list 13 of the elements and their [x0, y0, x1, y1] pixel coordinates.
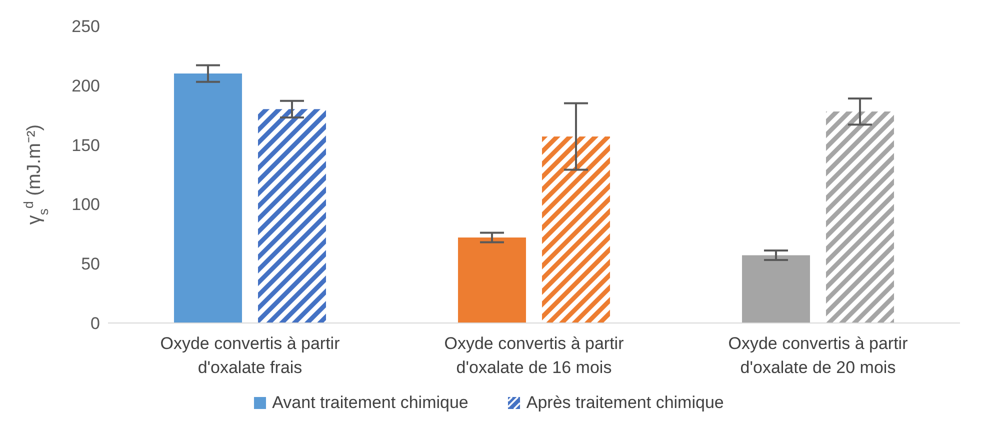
- y-tick-label: 250: [72, 17, 100, 36]
- x-tick-label: Oxyde convertis à partir d'oxalate de 20 mois: [728, 334, 908, 377]
- legend-label: Avant traitement chimique: [272, 393, 468, 413]
- y-tick-label: 50: [81, 254, 100, 274]
- y-tick-label: 150: [72, 136, 100, 155]
- bar: [174, 74, 242, 323]
- bar: [258, 109, 326, 323]
- y-tick-label: 0: [90, 314, 100, 334]
- x-tick-label: Oxyde convertis à partir d'oxalate frais: [160, 334, 340, 377]
- y-tick-label: 200: [72, 76, 100, 96]
- legend-label: Après traitement chimique: [526, 393, 724, 413]
- x-tick-label: Oxyde convertis à partir d'oxalate de 16 mois: [444, 334, 624, 377]
- y-tick-label: 100: [72, 195, 100, 214]
